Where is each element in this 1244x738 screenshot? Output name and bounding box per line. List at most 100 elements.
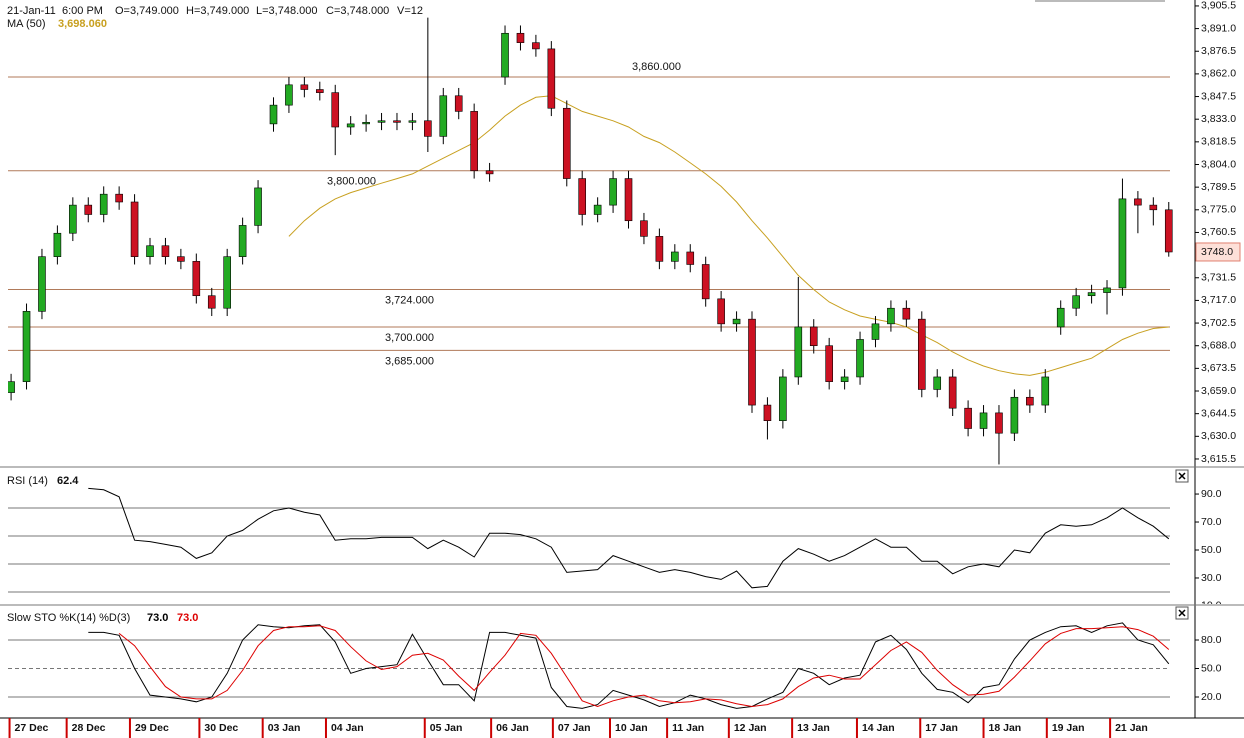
candle-body	[238, 225, 247, 257]
candle-body	[794, 326, 803, 378]
candle-body	[640, 220, 648, 237]
candle-body	[285, 84, 293, 106]
y-tick-label: 3,615.5	[1201, 453, 1236, 465]
candle-body	[532, 42, 540, 50]
y-tick-label: 50.0	[1201, 662, 1222, 674]
last-price-label: 3748.0	[1201, 246, 1233, 258]
support-line-label: 3,724.000	[385, 294, 434, 306]
candle-body	[501, 32, 509, 78]
candle-body	[1149, 204, 1158, 211]
y-tick-label: 70.0	[1201, 516, 1222, 528]
scroll-indicator	[1035, 0, 1165, 2]
candle-body	[732, 318, 741, 325]
header-l: L=3,748.000	[256, 5, 317, 17]
y-tick-label: 3,804.0	[1201, 158, 1236, 170]
candle-body	[995, 412, 1003, 434]
y-tick-label: 3,833.0	[1201, 113, 1236, 125]
candle-body	[779, 376, 787, 421]
candle-body	[377, 120, 386, 123]
candle-body	[917, 318, 926, 390]
candle-body	[331, 92, 340, 128]
candle-body	[856, 339, 864, 378]
y-tick-label: 3,659.0	[1201, 385, 1236, 397]
candle-body	[408, 120, 417, 123]
candle-body	[439, 95, 448, 137]
y-tick-label: 3,760.5	[1201, 226, 1236, 238]
line	[118, 625, 1170, 708]
candle-body	[887, 307, 895, 325]
y-tick-label: 3,702.5	[1201, 317, 1236, 329]
y-tick-label: 10.0	[1201, 600, 1222, 612]
candle-body	[53, 232, 62, 257]
candle-body	[763, 404, 772, 421]
candle-body	[547, 48, 556, 109]
candle-body	[207, 295, 216, 309]
y-tick-label: 3,731.5	[1201, 272, 1236, 284]
legend-value: 73.0	[147, 612, 168, 624]
header-date: 21-Jan-11	[7, 5, 56, 17]
candle-body	[161, 245, 170, 257]
candle-body	[454, 95, 463, 112]
x-tick-label: 03 Jan	[268, 722, 301, 734]
candle-body	[99, 193, 108, 215]
candle-body	[192, 261, 201, 297]
x-tick-label: 19 Jan	[1052, 722, 1085, 734]
close-button[interactable]	[1175, 606, 1189, 620]
x-tick-label: 17 Jan	[925, 722, 958, 734]
header-v: V=12	[397, 5, 423, 17]
last-price-tag	[1195, 242, 1241, 262]
x-tick-label: 12 Jan	[734, 722, 767, 734]
candle-body	[69, 204, 77, 234]
candle-body	[1056, 307, 1065, 328]
candle-body	[686, 251, 695, 265]
candle-body	[254, 187, 262, 226]
y-tick-label: 3,775.0	[1201, 204, 1236, 216]
x-tick-label: 10 Jan	[615, 722, 648, 734]
y-tick-label: 90.0	[1201, 488, 1222, 500]
candle-body	[624, 178, 633, 222]
y-tick-label: 3,688.0	[1201, 339, 1236, 351]
candle-body	[8, 381, 15, 393]
candle-body	[1087, 292, 1096, 297]
y-tick-label: 3,717.0	[1201, 294, 1236, 306]
support-line-label: 3,700.000	[385, 332, 434, 344]
candle-body	[1041, 376, 1050, 406]
candle-body	[1072, 295, 1080, 309]
y-tick-label: 3,673.5	[1201, 362, 1236, 374]
candle-body	[948, 376, 957, 409]
x-tick-label: 28 Dec	[72, 722, 106, 734]
plot: 3,860.000 3,800.000 3,724.000 3,700.000 3,68…	[8, 17, 1173, 465]
support-line-label: 3,685.000	[385, 355, 434, 367]
plot	[8, 487, 1170, 593]
ma-value: 3,698.060	[58, 18, 107, 30]
close-button[interactable]	[1175, 469, 1189, 483]
candle-body	[223, 256, 231, 309]
candle-body	[578, 178, 587, 215]
candle-body	[1103, 287, 1111, 293]
candle-body	[470, 111, 478, 172]
candle-body	[115, 193, 123, 203]
candle-body	[424, 120, 432, 137]
header-o: O=3,749.000	[115, 5, 179, 17]
x-tick-label: 07 Jan	[558, 722, 591, 734]
candle-body	[840, 376, 849, 382]
x-tick-label: 30 Dec	[204, 722, 238, 734]
candle-body	[1026, 396, 1034, 406]
x-tick-label: 13 Jan	[797, 722, 830, 734]
support-line-label: 3,860.000	[632, 61, 681, 73]
panel-title: Slow STO %K(14) %D(3)	[7, 612, 130, 624]
candle-body	[671, 251, 679, 262]
candle-body	[825, 345, 833, 382]
candle-body	[809, 326, 818, 347]
candle-body	[979, 412, 988, 429]
x-tick-label: 29 Dec	[135, 722, 169, 734]
candle-body	[315, 89, 324, 93]
y-ticks: 90.0 70.0 50.0 30.0 10.0	[1195, 488, 1222, 612]
y-tick-label: 30.0	[1201, 572, 1222, 584]
header-time: 6:00 PM	[62, 5, 103, 17]
y-tick-label: 20.0	[1201, 691, 1222, 703]
y-tick-label: 3,644.5	[1201, 407, 1236, 419]
y-ticks: 80.0 50.0 20.0	[1195, 634, 1222, 703]
